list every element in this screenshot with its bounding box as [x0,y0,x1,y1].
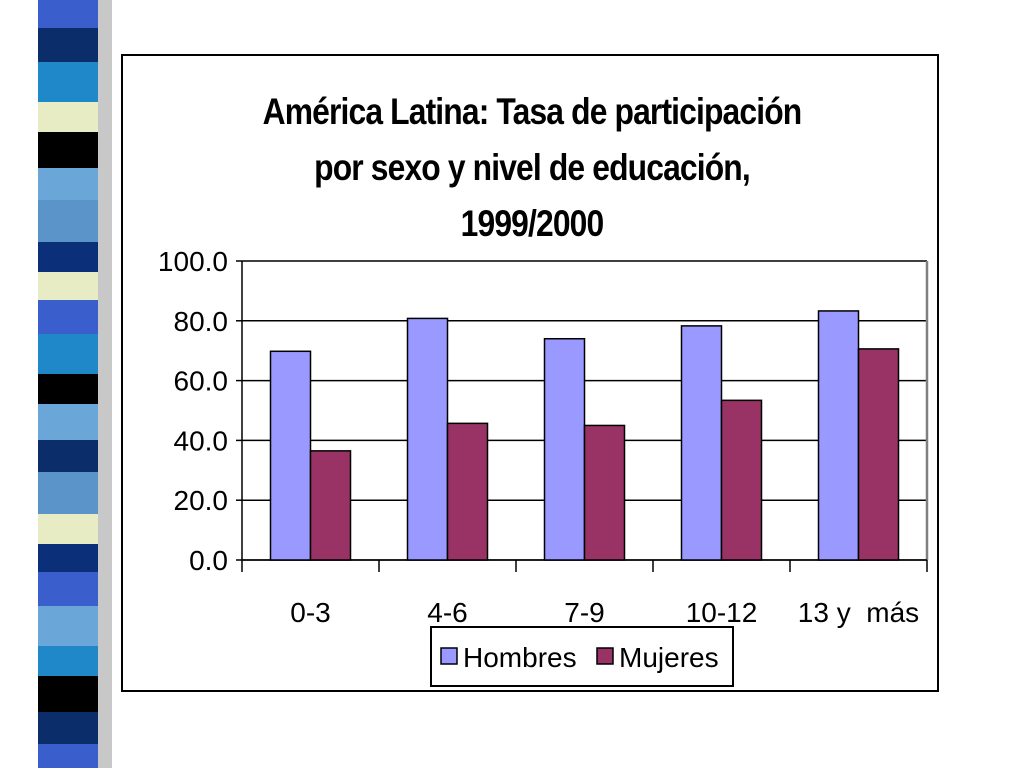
strip-block [38,334,98,374]
strip-block [38,102,98,132]
strip-block [38,28,98,62]
bar-mujeres-2 [583,424,626,561]
strip-block [38,132,98,168]
strip-block [38,272,98,300]
strip-block [38,200,98,242]
strip-block [38,440,98,472]
strip-block [38,242,98,272]
x-tick-label: 13 y más [798,597,919,628]
y-tick-label: 40.0 [174,425,229,456]
strip-block [38,62,98,102]
strip-block [38,572,98,606]
legend-swatch-mujeres [596,647,614,665]
chart-title-line-2: por sexo y nivel de educación, [314,147,751,188]
bar-chart: 0.0 20.0 40.0 60.0 80.0 100.0 0-3 4-6 7-9 10-12 13… [158,246,929,687]
x-tick-label: 10-12 [686,597,758,628]
bar-hombres-3 [680,325,723,561]
legend-label-mujeres: Mujeres [619,642,719,673]
strip-block [38,676,98,712]
legend-swatch-hombres [440,647,458,665]
strip-block [38,0,98,28]
x-tick-label: 7-9 [564,597,604,628]
legend: Hombres Mujeres [430,626,734,687]
y-tick-label: 20.0 [174,485,229,516]
strip-block [38,606,98,646]
bar-hombres-4 [817,310,860,561]
y-tick-label: 0.0 [189,545,228,576]
bar-mujeres-0 [309,450,352,561]
strip-block [38,744,98,768]
x-tick-label: 0-3 [290,597,330,628]
bar-hombres-2 [543,337,586,561]
bar-hombres-0 [269,350,312,561]
strip-block [38,472,98,514]
chart-title: América Latina: Tasa de participación po… [180,84,883,252]
strip-block [38,300,98,334]
chart-frame: América Latina: Tasa de participación po… [121,54,939,692]
strip-shadow [98,0,112,768]
y-tick-label: 80.0 [174,306,229,337]
strip-block [38,646,98,676]
bar-mujeres-4 [857,348,900,561]
chart-title-line-1: América Latina: Tasa de participación [262,91,803,132]
strip-block [38,404,98,440]
chart-title-line-3: 1999/2000 [460,203,605,244]
strip-block [38,514,98,544]
strip-block [38,168,98,200]
y-tick-label: 60.0 [174,366,229,397]
legend-label-hombres: Hombres [463,642,577,673]
decorative-side-strip [38,0,112,768]
bar-mujeres-1 [446,422,489,561]
legend-box [430,626,734,687]
strip-block [38,544,98,572]
x-tick-label: 4-6 [427,597,467,628]
strip-block [38,374,98,404]
strip-block [38,712,98,744]
bar-hombres-1 [406,317,449,561]
bar-mujeres-3 [720,399,763,561]
y-tick-label: 100.0 [158,246,228,277]
